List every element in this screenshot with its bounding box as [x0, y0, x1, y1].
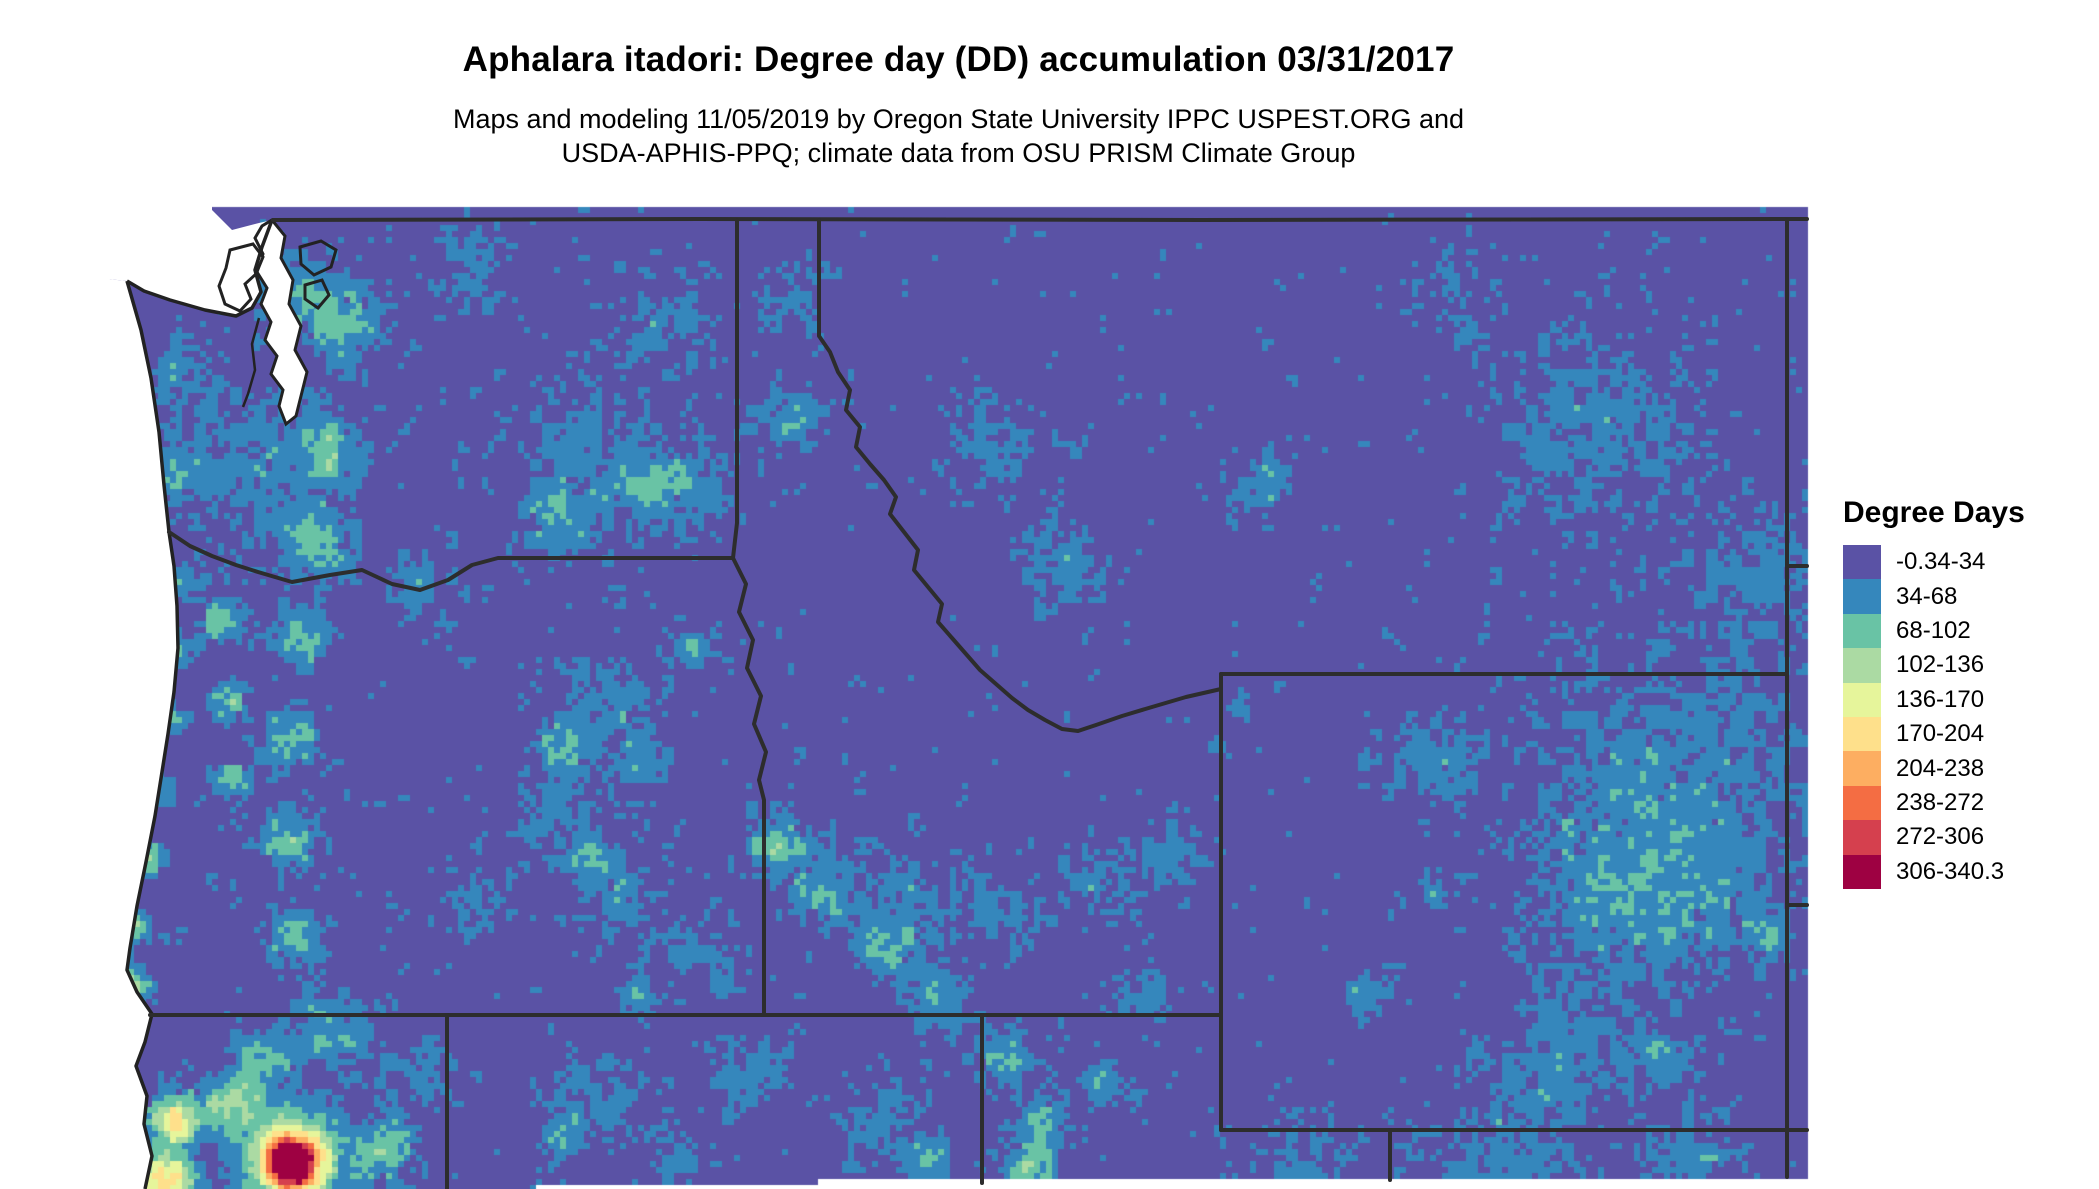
strait-of-juan-de-fuca — [0, 188, 272, 316]
border-or-id-snake — [731, 556, 768, 1017]
legend-row: 170-204 — [1843, 716, 2093, 752]
legend-item-label: 136-170 — [1896, 685, 1985, 713]
legend-row: 306-340.3 — [1843, 854, 2093, 889]
legend-swatch — [1843, 682, 1881, 717]
whidbey-island-outline — [303, 278, 331, 311]
legend-item-label: 102-136 — [1896, 651, 1985, 679]
border-wa-id — [731, 218, 739, 560]
legend-item-label: 34-68 — [1896, 582, 1958, 610]
legend-swatch — [1843, 785, 1881, 821]
legend-swatch — [1843, 751, 1881, 786]
legend-item-label: 306-340.3 — [1896, 857, 2005, 885]
legend-row: 238-272 — [1843, 785, 2093, 821]
legend-swatch — [1843, 716, 1881, 752]
border-canada — [271, 217, 1809, 222]
legend-item-label: -0.34-34 — [1896, 548, 1986, 576]
legend-swatch — [1843, 820, 1881, 855]
legend-row: 34-68 — [1843, 579, 2093, 614]
legend-row: 136-170 — [1843, 682, 2093, 717]
page-subtitle: Maps and modeling 11/05/2019 by Oregon S… — [110, 102, 1807, 170]
coastline-north-shore — [126, 219, 274, 318]
subtitle-line-1: Maps and modeling 11/05/2019 by Oregon S… — [452, 104, 1465, 134]
legend-items: -0.34-34 34-68 68-102 102-136 136-170 170-204… — [1843, 545, 2093, 889]
pacific-ocean — [0, 268, 178, 1189]
legend-row: 272-306 — [1843, 820, 2093, 855]
legend-item-label: 170-204 — [1896, 720, 1985, 748]
legend-item-label: 68-102 — [1896, 616, 1971, 644]
legend-title: Degree Days — [1843, 496, 2025, 529]
legend-swatch — [1843, 613, 1881, 649]
legend-item-label: 238-272 — [1896, 788, 1985, 816]
page-title: Aphalara itadori: Degree day (DD) accumu… — [462, 40, 1455, 79]
legend-row: 102-136 — [1843, 648, 2093, 683]
border-wa-or — [167, 530, 735, 592]
legend: Degree Days -0.34-34 34-68 68-102 102-136 13… — [1843, 496, 2093, 889]
legend-row: 68-102 — [1843, 613, 2093, 649]
subtitle-line-2: USDA-APHIS-PPQ; climate data from OSU PR… — [561, 138, 1356, 168]
legend-item-label: 272-306 — [1896, 823, 1985, 851]
legend-swatch — [1843, 854, 1881, 889]
border-id-mt — [817, 218, 1223, 733]
legend-row: 204-238 — [1843, 751, 2093, 786]
legend-swatch — [1843, 648, 1881, 683]
legend-row: -0.34-34 — [1843, 545, 2093, 580]
legend-swatch — [1843, 545, 1881, 580]
hood-canal — [241, 317, 261, 408]
san-juan-island-outline — [298, 239, 338, 277]
legend-item-label: 204-238 — [1896, 754, 1985, 782]
coastline-pacific — [125, 280, 180, 1189]
legend-swatch — [1843, 579, 1881, 614]
